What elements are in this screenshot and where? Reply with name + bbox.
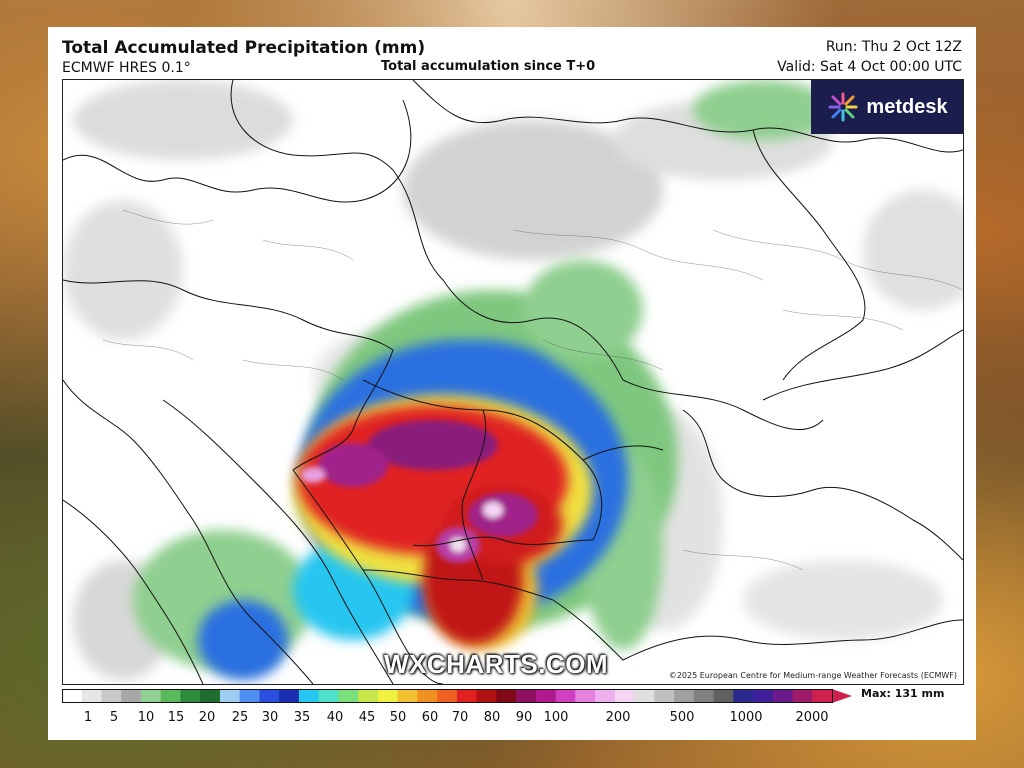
colorbar-cell <box>259 689 280 703</box>
colorbar-cell <box>397 689 418 703</box>
wxcharts-watermark: WXCHARTS.COM <box>384 649 609 679</box>
colorbar-cell <box>772 689 794 703</box>
colorbar-cell <box>516 689 537 703</box>
extreme-precip-magenta <box>301 420 538 563</box>
colorbar-label: 70 <box>451 710 469 725</box>
colorbar-cell <box>81 689 102 703</box>
colorbar-cell <box>239 689 260 703</box>
colorbar-label: 80 <box>483 710 501 725</box>
colorbar-cell <box>792 689 813 703</box>
colorbar-cell <box>614 689 636 703</box>
model-label: ECMWF HRES 0.1° <box>62 60 191 76</box>
colorbar-cell <box>812 689 833 703</box>
colorbar-label: 25 <box>231 710 249 725</box>
colorbar-label: 35 <box>293 710 311 725</box>
metdesk-logo-text: metdesk <box>866 95 948 118</box>
run-time: Run: Thu 2 Oct 12Z <box>825 39 962 55</box>
colorbar-label: 50 <box>389 710 407 725</box>
colorbar-cell <box>318 689 339 703</box>
colorbar-cell <box>417 689 438 703</box>
colorbar-cell <box>595 689 616 703</box>
legend-colorbar <box>62 689 852 703</box>
colorbar-label: 60 <box>421 710 439 725</box>
copyright-notice: ©2025 European Centre for Medium-range W… <box>668 671 957 680</box>
colorbar-label: 45 <box>358 710 376 725</box>
max-value: Max: 131 mm <box>861 687 945 700</box>
colorbar-label: 30 <box>261 710 279 725</box>
colorbar-cell <box>279 689 300 703</box>
colorbar-label: 1000 <box>729 710 763 725</box>
colorbar-label: 1 <box>83 710 93 725</box>
colorbar-cell <box>101 689 122 703</box>
colorbar-arrow <box>832 689 852 703</box>
colorbar-cell <box>476 689 497 703</box>
colorbar-cell <box>121 689 142 703</box>
chart-card: Total Accumulated Precipitation (mm) ECM… <box>48 27 976 740</box>
colorbar-cell <box>456 689 478 703</box>
colorbar-cell <box>634 689 655 703</box>
colorbar-cell <box>733 689 754 703</box>
precipitation-map: metdesk WXCHARTS.COM ©2025 European Cent… <box>62 79 964 685</box>
colorbar-cell <box>338 689 359 703</box>
metdesk-logo: metdesk <box>811 80 963 134</box>
colorbar-cell <box>753 689 774 703</box>
colorbar-cells <box>62 689 833 703</box>
colorbar-cell <box>180 689 201 703</box>
colorbar-cell <box>555 689 576 703</box>
colorbar-label: 40 <box>326 710 344 725</box>
colorbar-cell <box>62 689 83 703</box>
colorbar-cell <box>140 689 162 703</box>
colorbar-cell <box>377 689 399 703</box>
colorbar-cell <box>298 689 320 703</box>
valid-time: Valid: Sat 4 Oct 00:00 UTC <box>777 59 962 75</box>
colorbar-cell <box>219 689 241 703</box>
colorbar-label: 10 <box>137 710 155 725</box>
colorbar-label: 100 <box>543 710 569 725</box>
colorbar-label: 2000 <box>795 710 829 725</box>
colorbar-label: 500 <box>669 710 695 725</box>
chart-subtitle: Total accumulation since T+0 <box>381 59 596 74</box>
colorbar-label: 15 <box>167 710 185 725</box>
map-canvas <box>63 80 963 684</box>
colorbar-cell <box>437 689 458 703</box>
colorbar-frame <box>62 689 833 703</box>
colorbar-cell <box>535 689 557 703</box>
colorbar-cell <box>575 689 596 703</box>
colorbar-cell <box>713 689 734 703</box>
colorbar-label: 200 <box>605 710 631 725</box>
colorbar-cell <box>674 689 695 703</box>
colorbar-label: 90 <box>515 710 533 725</box>
colorbar-label: 20 <box>198 710 216 725</box>
colorbar-label: 5 <box>109 710 119 725</box>
colorbar-cell <box>200 689 221 703</box>
region-lines <box>102 209 963 571</box>
colorbar-cell <box>496 689 517 703</box>
colorbar-cell <box>160 689 181 703</box>
country-borders <box>63 80 963 684</box>
colorbar-cell <box>654 689 675 703</box>
colorbar-cell <box>358 689 379 703</box>
chart-title: Total Accumulated Precipitation (mm) <box>62 38 426 58</box>
metdesk-flower-icon <box>828 92 858 122</box>
colorbar-cell <box>693 689 715 703</box>
